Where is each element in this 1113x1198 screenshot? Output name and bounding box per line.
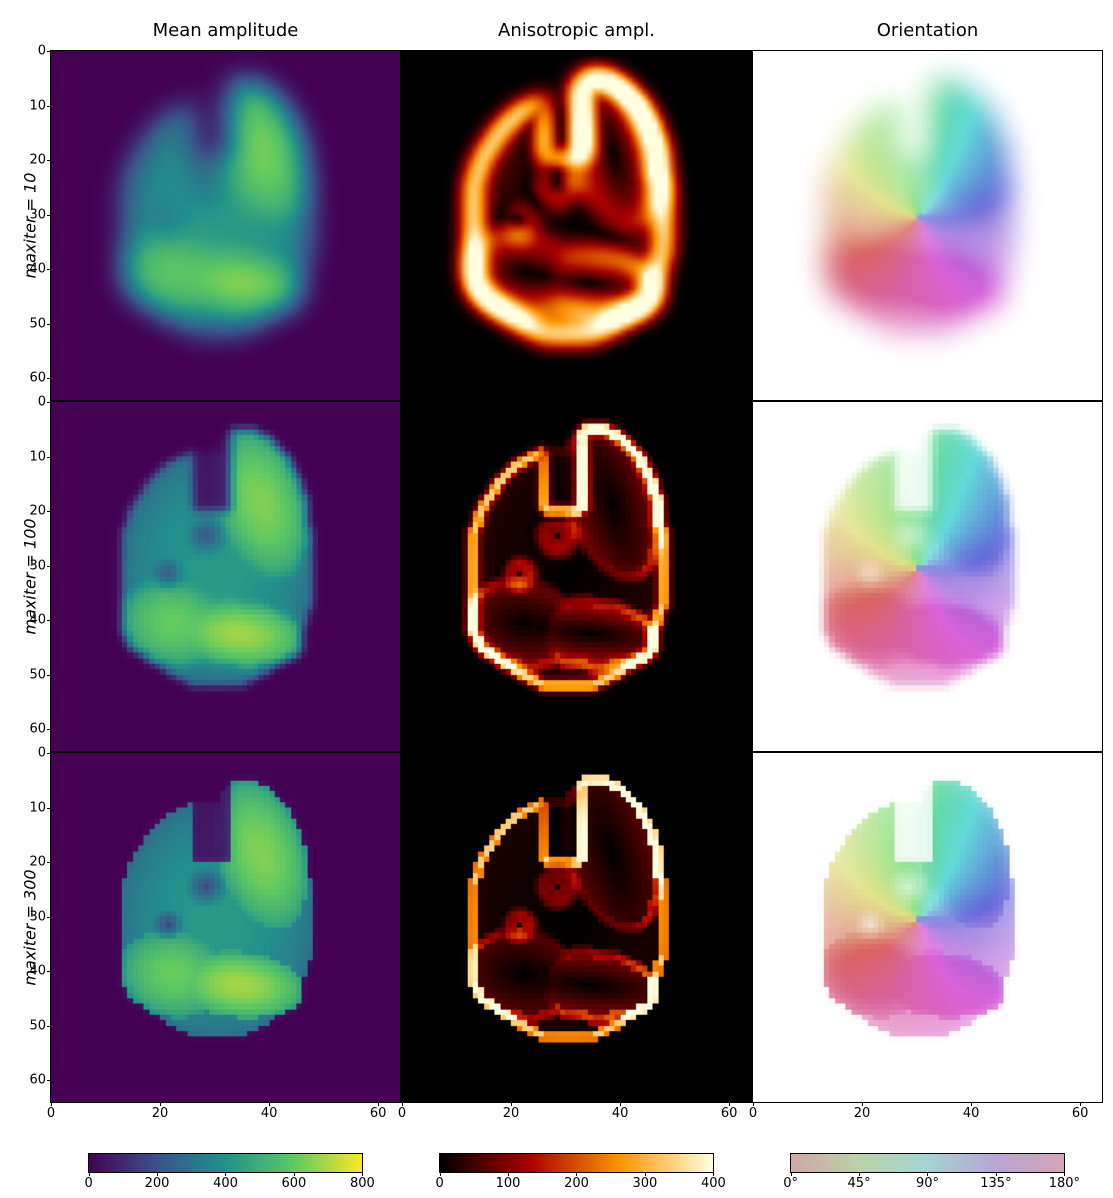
y-tick-label: 10 (29, 98, 46, 113)
y-tick-label: 50 (29, 316, 46, 331)
colorbar-tick-label: 0 (435, 1176, 443, 1191)
subplot-r0c1 (401, 50, 752, 401)
y-tick-label: 60 (29, 1073, 46, 1088)
subplot-r2c2: 0204060 (752, 752, 1103, 1103)
y-tick-label: 10 (29, 800, 46, 815)
colorbar-tick-label: 200 (145, 1176, 170, 1191)
y-tick-label: 10 (29, 449, 46, 464)
colorbar-tick-label: 45° (848, 1176, 871, 1191)
y-tick-label: 60 (29, 722, 46, 737)
col-title-orient: Orientation (752, 10, 1103, 50)
y-tick-label: 30 (29, 909, 46, 924)
colorbar-tick-label: 400 (213, 1176, 238, 1191)
y-tick-label: 60 (29, 371, 46, 386)
colorbar-tick-label: 300 (633, 1176, 658, 1191)
subplot-grid: Mean amplitude Anisotropic ampl. Orienta… (10, 10, 1103, 1145)
x-tick-label: 0 (398, 1106, 406, 1121)
colorbar-tick-label: 0 (84, 1176, 92, 1191)
colorbar-orient: 0° 45° 90° 135° 180° (752, 1133, 1103, 1198)
col-title-aniso: Anisotropic ampl. (401, 10, 752, 50)
y-tick-label: 0 (38, 395, 46, 410)
y-tick-label: 20 (29, 153, 46, 168)
x-tick-label: 60 (1072, 1106, 1089, 1121)
x-tick-label: 40 (261, 1106, 278, 1121)
colorbar-tick-label: 0° (783, 1176, 798, 1191)
y-tick-label: 30 (29, 558, 46, 573)
y-tick-label: 40 (29, 964, 46, 979)
x-tick-label: 60 (370, 1106, 387, 1121)
y-tick-label: 40 (29, 262, 46, 277)
colorbar-mean: 0 200 400 600 800 (50, 1133, 401, 1198)
y-tick-label: 30 (29, 207, 46, 222)
colorbar-tick-label: 100 (496, 1176, 521, 1191)
subplot-r0c0: 0102030405060 (50, 50, 401, 401)
figure-grid: Mean amplitude Anisotropic ampl. Orienta… (10, 10, 1103, 1145)
x-tick-label: 40 (963, 1106, 980, 1121)
y-tick-label: 0 (38, 44, 46, 59)
colorbar-tick-label: 600 (282, 1176, 307, 1191)
y-tick-label: 20 (29, 504, 46, 519)
x-tick-label: 0 (47, 1106, 55, 1121)
colorbar-tick-label: 90° (916, 1176, 939, 1191)
y-tick-label: 50 (29, 667, 46, 682)
colorbar-tick-label: 135° (980, 1176, 1011, 1191)
x-tick-label: 20 (503, 1106, 520, 1121)
subplot-r0c2 (752, 50, 1103, 401)
colorbar-tick-label: 180° (1049, 1176, 1080, 1191)
x-tick-label: 40 (612, 1106, 629, 1121)
x-tick-label: 60 (721, 1106, 738, 1121)
y-tick-label: 40 (29, 613, 46, 628)
subplot-r1c2 (752, 401, 1103, 752)
colorbar-aniso: 0 100 200 300 400 (401, 1133, 752, 1198)
x-tick-label: 20 (152, 1106, 169, 1121)
y-tick-label: 50 (29, 1018, 46, 1033)
y-tick-label: 0 (38, 746, 46, 761)
subplot-r1c0: 0102030405060 (50, 401, 401, 752)
x-tick-label: 0 (749, 1106, 757, 1121)
col-title-mean: Mean amplitude (50, 10, 401, 50)
x-tick-label: 20 (854, 1106, 871, 1121)
subplot-r2c1: 0204060 (401, 752, 752, 1103)
subplot-r2c0: 01020304050600204060 (50, 752, 401, 1103)
colorbar-tick-label: 400 (701, 1176, 726, 1191)
colorbar-tick-label: 800 (350, 1176, 375, 1191)
subplot-r1c1 (401, 401, 752, 752)
y-tick-label: 20 (29, 855, 46, 870)
colorbar-tick-label: 200 (564, 1176, 589, 1191)
